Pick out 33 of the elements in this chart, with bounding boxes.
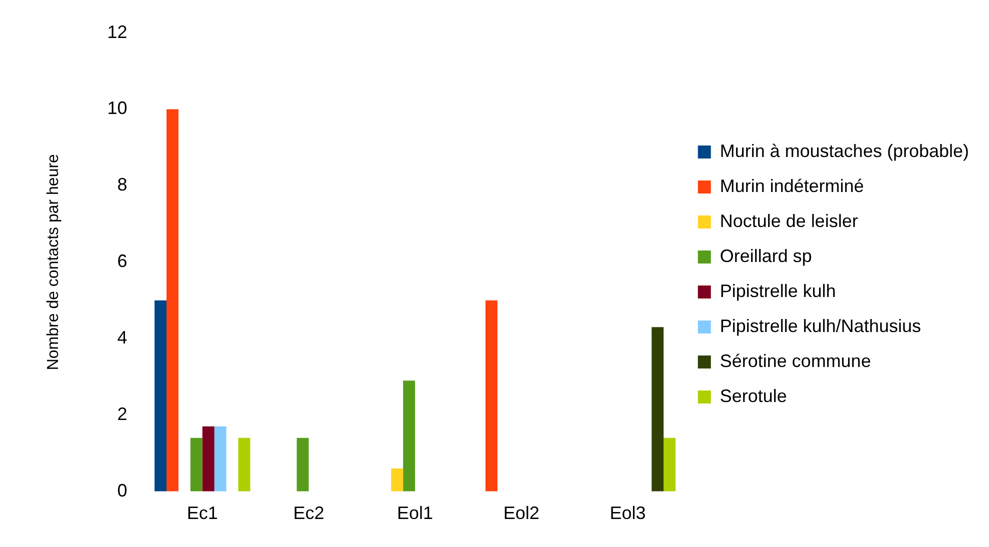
x-tick-label: Eol2 xyxy=(503,503,540,524)
legend-label: Murin indéterminé xyxy=(720,176,864,196)
y-tick-label: 4 xyxy=(117,328,128,348)
bar xyxy=(403,380,416,492)
y-tick-label: 2 xyxy=(117,404,128,424)
y-tick-label: 8 xyxy=(117,174,128,195)
bar xyxy=(190,438,202,492)
bar xyxy=(652,327,664,492)
x-tick-label: Eol1 xyxy=(397,503,434,524)
bar xyxy=(391,468,404,492)
bar xyxy=(238,438,250,492)
bar xyxy=(664,438,676,492)
bar xyxy=(214,426,226,492)
y-tick-label: 10 xyxy=(107,98,128,118)
x-tick-label: Ec2 xyxy=(293,503,324,524)
bar xyxy=(154,300,166,492)
bar xyxy=(202,426,214,492)
legend-label: Sérotine commune xyxy=(720,350,871,371)
legend-label: Oreillard sp xyxy=(720,246,812,266)
legend-label: Pipistrelle kulh xyxy=(720,280,836,301)
y-tick-label: 6 xyxy=(117,251,128,272)
bar xyxy=(296,438,309,492)
legend-label: Murin à moustaches (probable) xyxy=(720,140,970,161)
x-tick-label: Ec1 xyxy=(186,503,218,524)
legend-label: Serotule xyxy=(720,386,787,406)
bar xyxy=(486,300,498,492)
y-axis-title: Nombre de contacts par heure xyxy=(45,154,62,370)
y-tick-label: 12 xyxy=(107,22,128,42)
bar xyxy=(166,109,178,492)
y-tick-label: 0 xyxy=(117,480,128,500)
legend-label: Noctule de leisler xyxy=(720,210,858,231)
legend-label: Pipistrelle kulh/Nathusius xyxy=(720,316,921,336)
x-tick-label: Eol3 xyxy=(610,503,646,524)
